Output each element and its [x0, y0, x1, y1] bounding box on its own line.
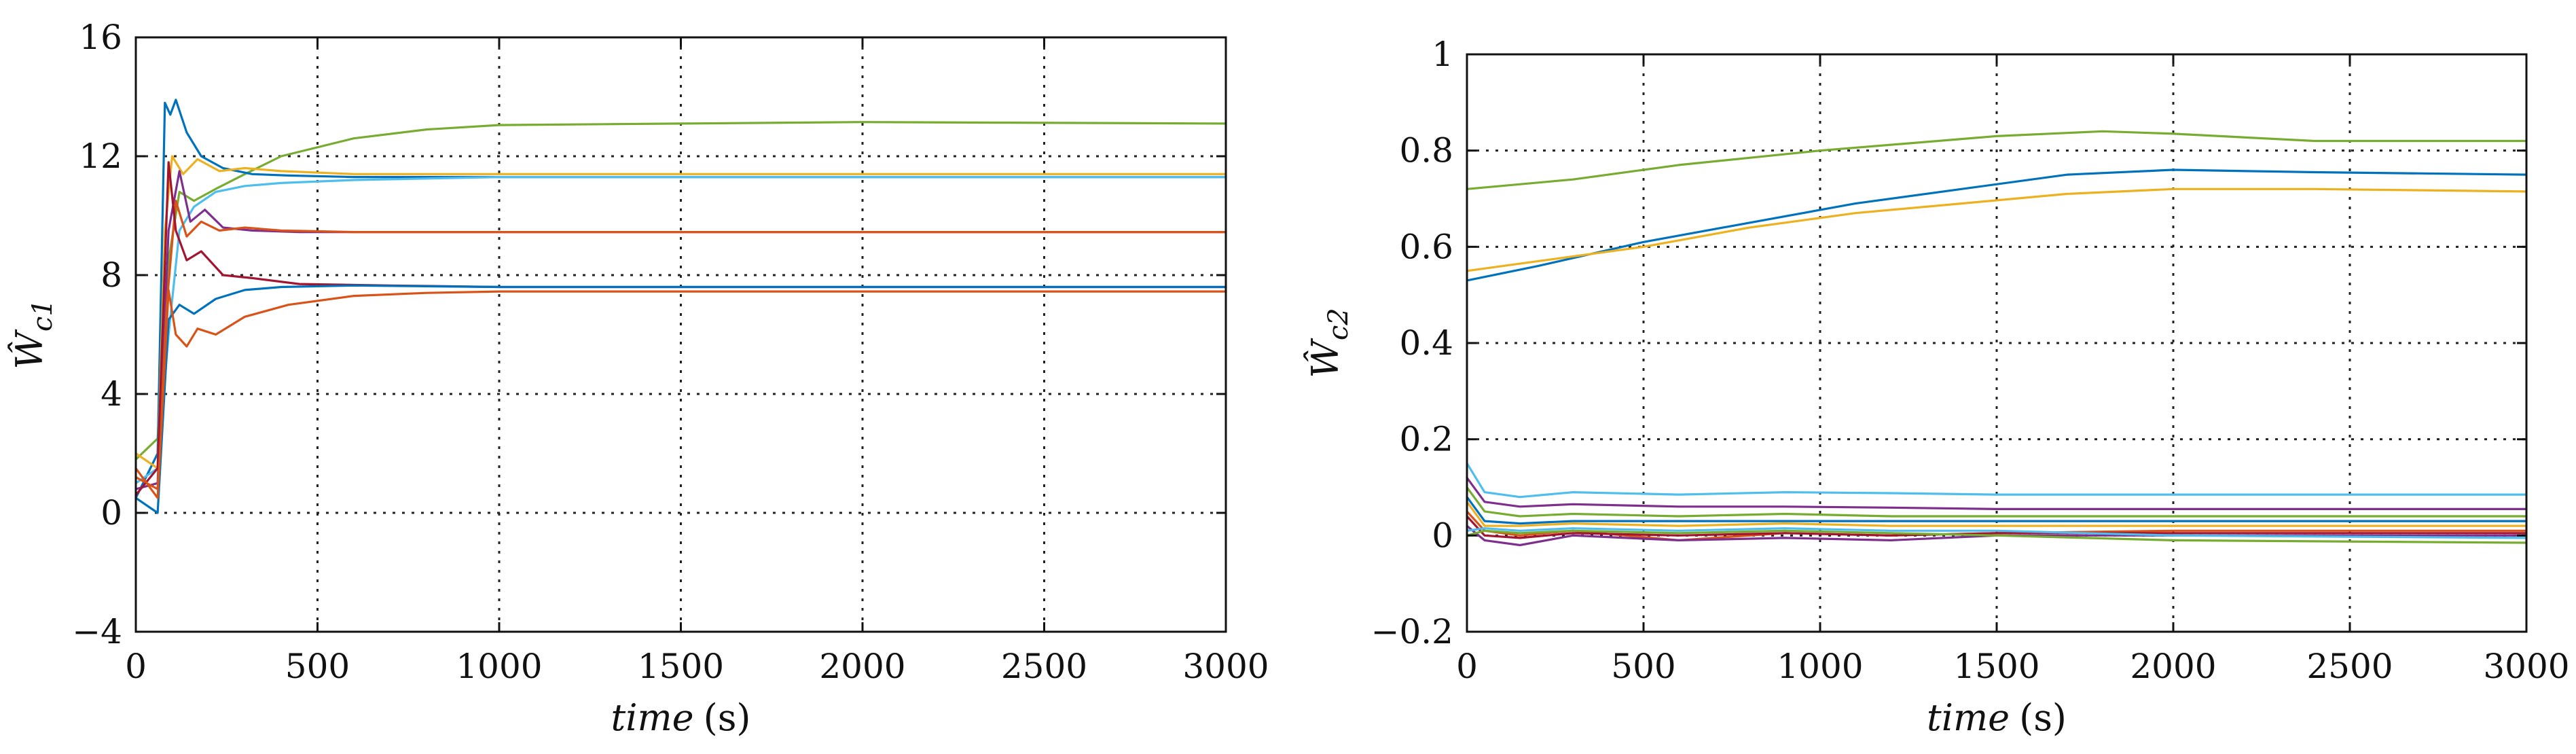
series-line-v11 — [1466, 524, 2528, 547]
series-line-v7 — [1466, 496, 2528, 525]
y-tick-label: 0 — [101, 493, 122, 533]
y-axis-label-left: Ŵc1 — [7, 299, 58, 369]
y-tick-label: 0.8 — [1399, 131, 1453, 170]
series-line-w3 — [134, 155, 1227, 470]
series-line-w6 — [134, 200, 1227, 490]
y-tick-label: 16 — [79, 18, 122, 57]
x-tick-labels-right: 0 500 1000 1500 2000 2500 3000 — [1456, 647, 2570, 686]
y-tick-label: 0.2 — [1399, 420, 1453, 459]
series-line-v13 — [1466, 529, 2528, 544]
x-tick-label: 3000 — [2483, 647, 2569, 686]
y-tick-label: 1 — [1432, 35, 1453, 74]
x-tick-label: 2000 — [819, 647, 905, 686]
x-tick-label: 500 — [1611, 647, 1675, 686]
series-group-right — [1466, 130, 2528, 547]
y-tick-labels-left: −4 0 4 8 12 16 — [72, 18, 122, 651]
series-line-v3 — [1466, 187, 2528, 272]
series-line-v1 — [1466, 130, 2528, 190]
series-line-v6 — [1466, 486, 2528, 518]
x-tick-label: 1000 — [1777, 647, 1863, 686]
x-tick-label: 1500 — [1953, 647, 2039, 686]
y-tick-label: 0.4 — [1399, 323, 1453, 363]
series-line-w7 — [134, 161, 1227, 497]
x-tick-label: 0 — [1456, 647, 1478, 686]
grid-lines-left — [136, 37, 1226, 632]
x-axis-label-right: time (s) — [1927, 696, 2067, 739]
x-tick-label: 1000 — [456, 647, 542, 686]
tick-marks-right — [1466, 53, 2528, 633]
series-line-w1 — [134, 121, 1227, 461]
series-line-w9 — [134, 289, 1227, 499]
tick-marks-left — [134, 36, 1227, 633]
x-tick-label: 500 — [285, 647, 350, 686]
y-axis-label-right: Ŵc2 — [1303, 308, 1354, 378]
x-tick-label: 0 — [125, 647, 147, 686]
x-tick-label: 2000 — [2130, 647, 2216, 686]
series-line-v8 — [1466, 501, 2528, 527]
y-tick-label: 0 — [1432, 516, 1453, 555]
series-group-left — [134, 98, 1227, 514]
series-line-v12 — [1466, 527, 2528, 539]
series-line-v9 — [1466, 510, 2528, 542]
y-tick-label: 0.6 — [1399, 227, 1453, 266]
y-tick-label: −4 — [72, 612, 122, 651]
x-tick-label: 1500 — [638, 647, 724, 686]
series-line-v5 — [1466, 476, 2528, 511]
y-tick-label: −0.2 — [1371, 612, 1453, 651]
series-line-w8 — [134, 284, 1227, 514]
x-tick-label: 2500 — [2306, 647, 2393, 686]
y-tick-labels-right: −0.2 0 0.2 0.4 0.6 0.8 1 — [1371, 35, 1453, 651]
x-tick-labels-left: 0 500 1000 1500 2000 2500 3000 — [125, 647, 1269, 686]
y-tick-label: 12 — [79, 137, 122, 176]
x-axis-label-left: time (s) — [611, 696, 751, 739]
y-tick-label: 4 — [101, 374, 122, 414]
y-tick-label: 8 — [101, 255, 122, 295]
chart-panel-right: 0 500 1000 1500 2000 2500 3000 −0.200.20.40.60… — [1303, 35, 2570, 739]
series-line-w2 — [134, 98, 1227, 499]
x-tick-label: 2500 — [1001, 647, 1087, 686]
series-line-v4 — [1466, 462, 2528, 499]
x-tick-label: 3000 — [1182, 647, 1269, 686]
